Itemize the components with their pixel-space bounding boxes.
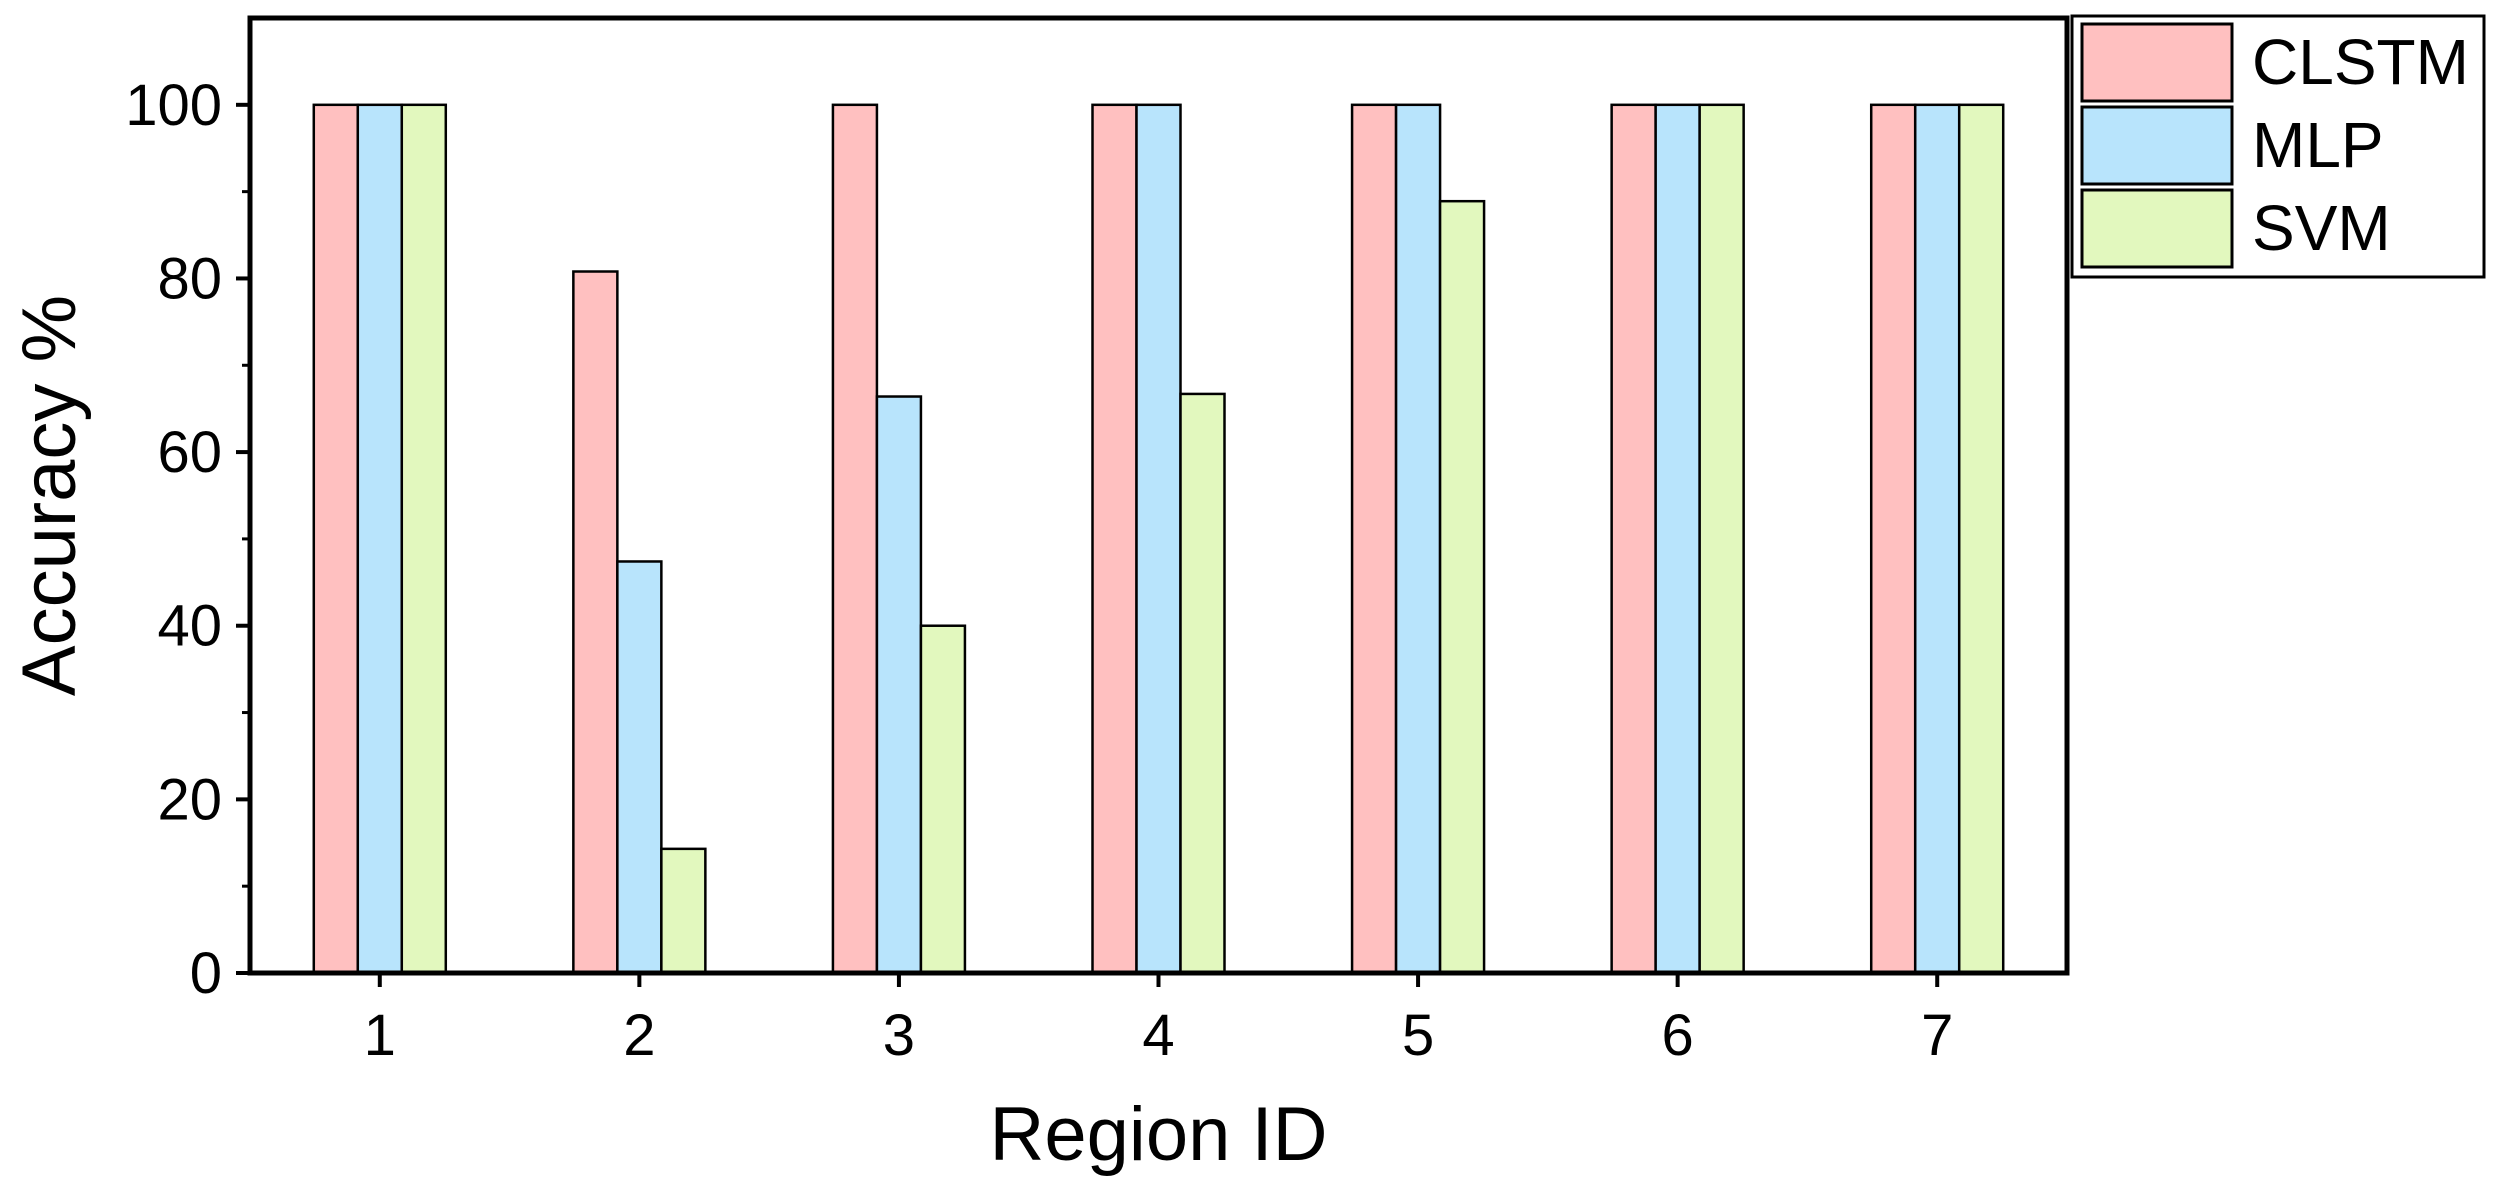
x-tick-label: 2 [623,1003,655,1068]
y-tick-label: 100 [125,73,222,138]
bar-clstm-region-5 [1352,105,1396,973]
y-tick-label: 80 [157,246,222,311]
bar-svm-region-4 [1181,394,1225,973]
bars-group [314,105,2003,973]
bar-clstm-region-6 [1612,105,1656,973]
y-tick-label: 0 [190,941,222,1006]
legend-swatch-clstm [2082,24,2232,101]
y-tick-label: 60 [157,420,222,485]
bar-mlp-region-3 [877,397,921,973]
bar-clstm-region-1 [314,105,358,973]
x-tick-label: 1 [364,1003,396,1068]
x-tick-label: 5 [1402,1003,1434,1068]
bar-clstm-region-7 [1871,105,1915,973]
y-axis: 0 20 40 60 80 100 [125,73,250,1006]
legend-swatch-svm [2082,190,2232,267]
bar-mlp-region-7 [1915,105,1959,973]
bar-svm-region-6 [1700,105,1744,973]
bar-mlp-region-1 [358,105,402,973]
y-tick-label: 20 [157,767,222,832]
bar-clstm-region-3 [833,105,877,973]
bar-mlp-region-4 [1137,105,1181,973]
bar-clstm-region-4 [1093,105,1137,973]
bar-clstm-region-2 [573,272,617,973]
bar-svm-region-1 [402,105,446,973]
legend: CLSTM MLP SVM [2072,16,2484,277]
x-axis-title: Region ID [990,1092,1328,1177]
x-tick-label: 3 [883,1003,915,1068]
legend-label-mlp: MLP [2252,109,2384,181]
bar-mlp-region-2 [617,561,661,973]
y-tick-label: 40 [157,594,222,659]
y-axis-title: Accuracy % [7,295,92,696]
legend-label-clstm: CLSTM [2252,26,2469,98]
bar-svm-region-2 [661,849,705,973]
x-tick-label: 7 [1921,1003,1953,1068]
x-tick-label: 4 [1142,1003,1174,1068]
bar-svm-region-7 [1959,105,2003,973]
bar-svm-region-3 [921,626,965,973]
legend-label-svm: SVM [2252,192,2391,264]
bar-mlp-region-5 [1396,105,1440,973]
legend-swatch-mlp [2082,107,2232,184]
bar-svm-region-5 [1440,201,1484,973]
x-axis: 1 2 3 4 5 6 7 [364,973,1954,1068]
x-tick-label: 6 [1662,1003,1694,1068]
bar-mlp-region-6 [1656,105,1700,973]
